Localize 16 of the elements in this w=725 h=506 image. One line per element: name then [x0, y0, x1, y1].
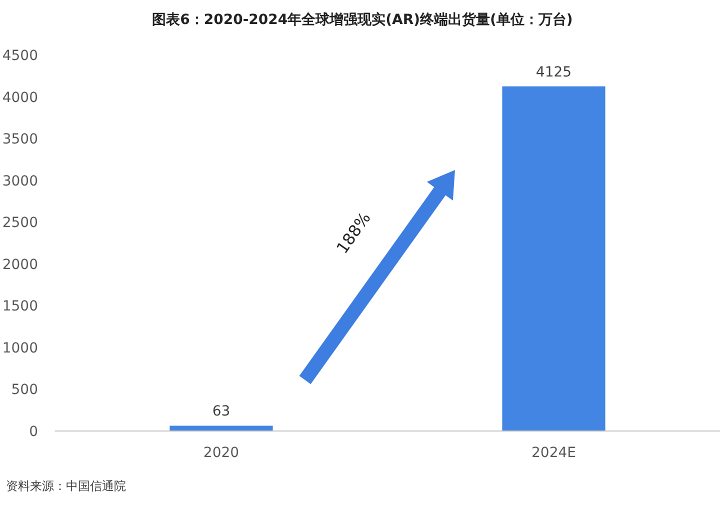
y-tick-label: 2000	[2, 256, 38, 273]
y-tick-label: 0	[29, 424, 38, 440]
y-tick-label: 4500	[2, 48, 38, 64]
y-tick-label: 3500	[2, 132, 38, 148]
y-tick-label: 4000	[2, 90, 38, 106]
x-tick-label: 2020	[203, 445, 240, 461]
y-tick-label: 3000	[2, 173, 38, 190]
y-tick-label: 500	[11, 382, 38, 398]
y-tick-label: 1500	[2, 298, 38, 315]
data-label: 4125	[536, 64, 572, 80]
x-tick-label: 2024E	[532, 445, 576, 461]
data-label: 63	[212, 404, 230, 420]
text: 资料来源：中国信通院	[6, 479, 126, 493]
y-tick-label: 2500	[2, 215, 38, 232]
chart-title: 图表6：2020-2024年全球增强现实(AR)终端出货量(单位：万台)	[152, 11, 573, 28]
y-tick-label: 1000	[2, 340, 38, 356]
